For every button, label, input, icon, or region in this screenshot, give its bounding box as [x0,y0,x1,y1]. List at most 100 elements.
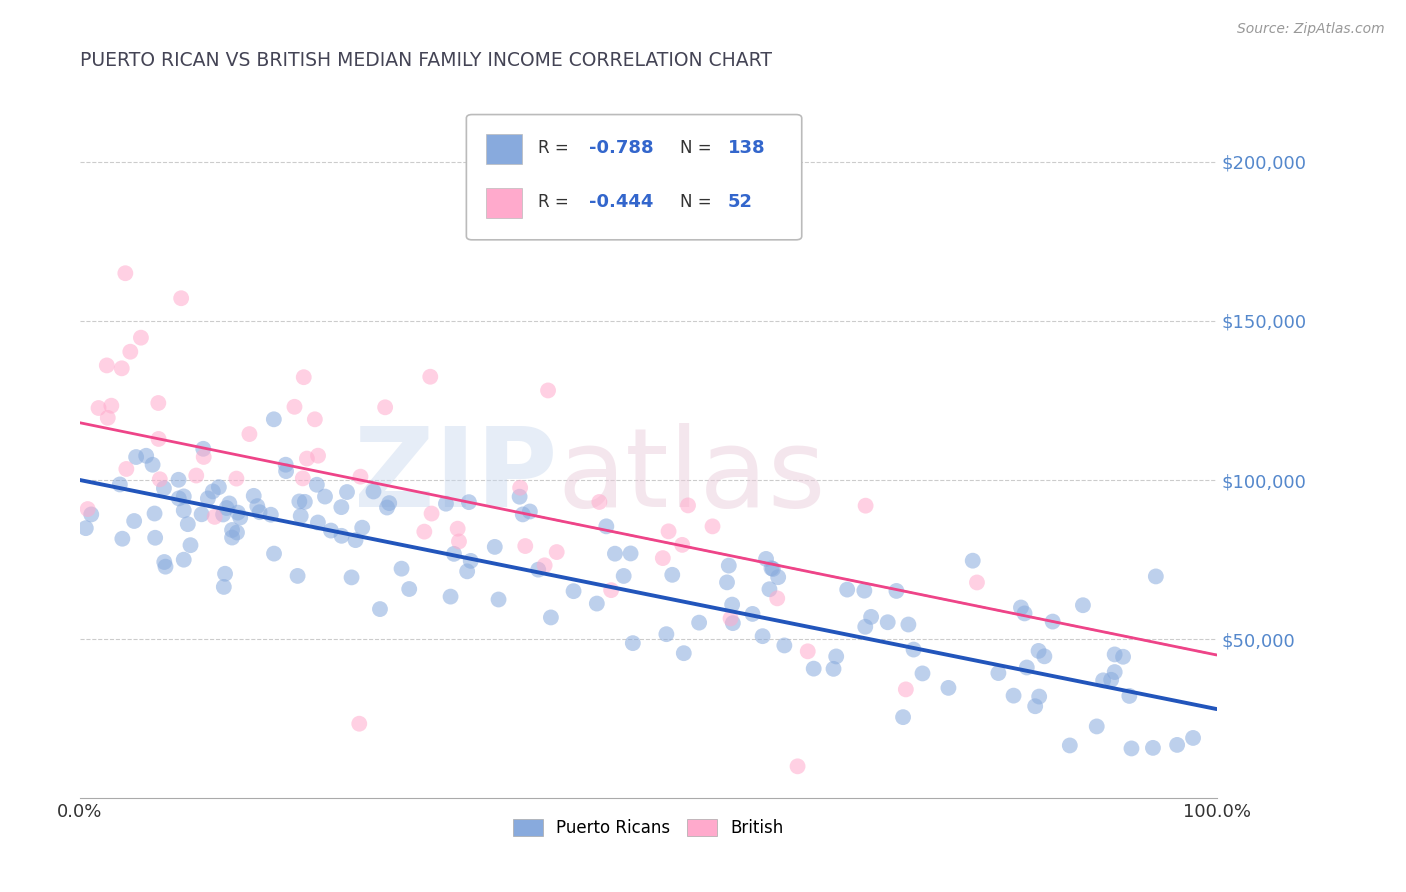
Point [786,759,808,773]
Point [108,477,131,491]
Point [215,501,238,516]
Point [111,361,134,376]
Point [853,620,876,634]
Point [1010,600,1032,615]
Point [717,558,740,573]
Point [153,555,176,569]
Point [197,491,219,506]
Point [1104,665,1126,679]
Point [1085,719,1108,733]
Point [221,523,243,537]
Point [509,490,531,504]
Point [80,508,103,522]
Text: atlas: atlas [557,423,825,530]
Point [75,521,97,535]
Point [148,432,170,446]
Point [456,565,478,579]
Point [142,458,165,472]
Point [263,412,285,426]
Point [488,592,510,607]
Point [307,516,329,530]
Point [143,531,166,545]
Point [76,502,98,516]
Point [294,495,316,509]
Point [443,547,465,561]
Point [242,489,264,503]
Point [314,490,336,504]
Point [447,534,470,549]
Point [588,495,610,509]
Point [177,517,200,532]
Point [214,566,236,581]
FancyBboxPatch shape [485,187,522,218]
Point [533,558,555,573]
Point [595,519,617,533]
Point [173,490,195,504]
Text: 138: 138 [728,139,765,157]
Point [167,473,190,487]
Point [378,496,401,510]
Point [903,642,925,657]
Point [170,291,193,305]
Point [186,468,208,483]
Point [149,472,172,486]
Point [540,610,562,624]
Point [330,500,353,515]
Point [363,484,385,499]
FancyBboxPatch shape [485,134,522,164]
Point [603,547,626,561]
Point [688,615,710,630]
Point [96,359,118,373]
Point [307,449,329,463]
Point [1059,739,1081,753]
Point [519,504,541,518]
Point [226,506,249,520]
Point [823,662,845,676]
Point [368,602,391,616]
Point [655,627,678,641]
Point [263,547,285,561]
Point [600,583,623,598]
Point [671,538,693,552]
Point [702,519,724,533]
Point [115,462,138,476]
Point [288,494,311,508]
Point [797,644,820,658]
Point [330,529,353,543]
Point [762,562,785,576]
Point [803,662,825,676]
Point [304,412,326,426]
Point [375,500,398,515]
Point [758,582,780,597]
Point [853,583,876,598]
Point [340,570,363,584]
Point [658,524,681,539]
Point [295,451,318,466]
Point [741,607,763,621]
Point [651,551,673,566]
Point [562,584,585,599]
Point [148,396,170,410]
Text: Source: ZipAtlas.com: Source: ZipAtlas.com [1237,22,1385,37]
Point [672,646,695,660]
Point [190,508,212,522]
Point [512,508,534,522]
Point [720,611,742,625]
Point [766,570,789,584]
Point [208,480,231,494]
Point [773,639,796,653]
Point [100,399,122,413]
Point [761,561,783,575]
Point [238,427,260,442]
Point [292,370,315,384]
Point [751,629,773,643]
Point [886,583,908,598]
Point [460,554,482,568]
Point [221,531,243,545]
Legend: Puerto Ricans, British: Puerto Ricans, British [506,812,790,844]
Point [1033,649,1056,664]
Point [274,458,297,472]
Point [1071,598,1094,612]
Point [305,477,328,491]
Point [716,575,738,590]
